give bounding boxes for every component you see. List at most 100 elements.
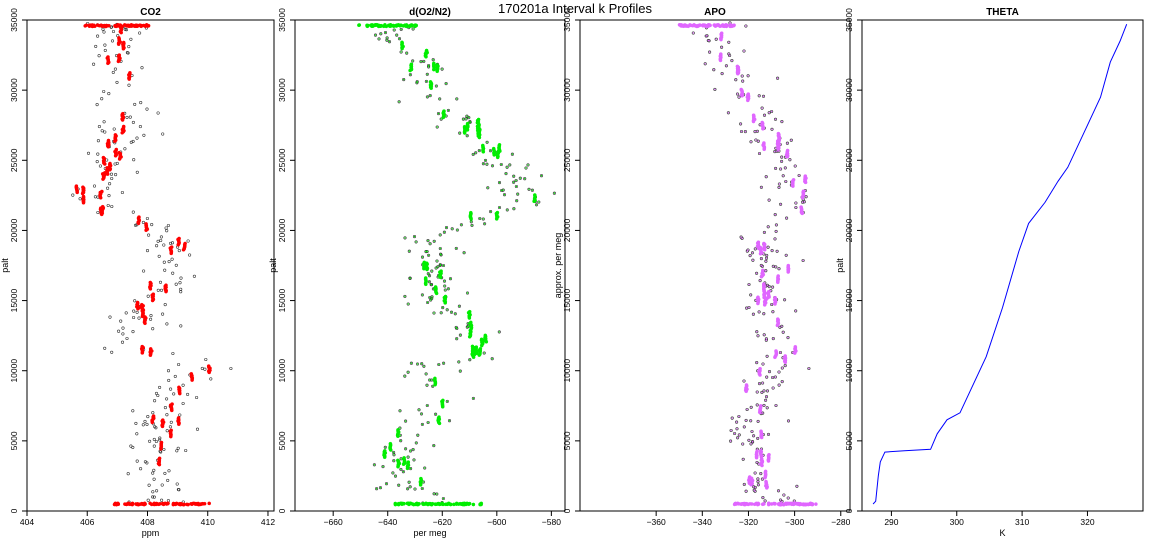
data-point-fill: [534, 200, 536, 203]
data-point: [432, 311, 436, 315]
data-point-fill: [758, 152, 761, 155]
data-point-fill: [707, 39, 709, 42]
data-point-fill: [386, 37, 388, 39]
data-point-fill: [802, 211, 804, 214]
data-point-fill: [765, 285, 767, 287]
data-point: [413, 487, 417, 491]
data-point: [121, 111, 125, 116]
data-point-fill: [436, 126, 438, 128]
data-point: [162, 447, 166, 452]
data-point-fill: [392, 451, 395, 454]
data-point: [491, 146, 496, 151]
x-tick-label: 406: [80, 517, 94, 527]
data-point: [771, 375, 775, 380]
data-point: [158, 280, 163, 284]
data-point-fill: [766, 284, 769, 286]
y-tick-label: 15000: [844, 288, 854, 312]
data-point: [465, 291, 470, 295]
data-point-fill: [729, 22, 731, 24]
data-point-fill: [751, 252, 754, 254]
data-point-fill: [743, 50, 745, 52]
data-point: [133, 102, 137, 106]
data-point: [746, 92, 751, 96]
data-point-fill: [795, 206, 797, 209]
data-point: [229, 366, 233, 371]
data-point: [384, 482, 389, 486]
data-point: [106, 138, 111, 143]
data-point: [407, 480, 411, 484]
data-point: [764, 256, 769, 260]
data-point: [760, 502, 765, 507]
data-point: [414, 441, 418, 445]
data-point-fill: [782, 331, 784, 333]
data-point: [759, 185, 763, 189]
data-point-fill: [742, 80, 744, 82]
data-point: [468, 358, 472, 362]
data-point: [433, 502, 438, 507]
data-point: [804, 195, 808, 199]
data-point-fill: [420, 60, 422, 63]
data-point-fill: [482, 163, 485, 165]
data-point-fill: [771, 376, 774, 379]
data-point: [445, 308, 449, 312]
data-point: [141, 423, 145, 427]
y-tick-label: 10000: [277, 359, 287, 383]
data-point: [178, 281, 182, 285]
data-point: [166, 223, 170, 228]
data-point: [131, 120, 135, 124]
data-point: [777, 383, 781, 387]
data-point-fill: [450, 311, 453, 313]
data-point: [406, 302, 410, 306]
data-point: [751, 258, 755, 262]
data-point: [96, 210, 100, 215]
data-point: [387, 40, 392, 44]
data-point-fill: [770, 290, 772, 292]
data-point-fill: [553, 192, 556, 194]
data-point: [764, 259, 768, 263]
panel-title: CO2: [140, 7, 161, 18]
data-point-fill: [444, 289, 446, 291]
data-point: [766, 225, 770, 229]
data-point-fill: [429, 299, 432, 301]
data-point: [383, 31, 388, 35]
data-point: [777, 370, 781, 374]
data-point: [771, 285, 775, 289]
data-point-fill: [478, 130, 480, 133]
data-point-fill: [736, 428, 738, 430]
data-point: [148, 280, 153, 285]
data-point-fill: [759, 124, 761, 126]
data-point: [155, 489, 159, 493]
data-point: [106, 55, 110, 59]
data-point-fill: [441, 501, 443, 504]
data-point: [132, 24, 137, 29]
data-point: [144, 222, 148, 226]
data-point: [102, 120, 106, 124]
data-point-fill: [762, 433, 764, 436]
data-point-fill: [781, 500, 783, 503]
data-point-fill: [466, 326, 468, 328]
data-point: [163, 268, 167, 272]
data-point: [81, 185, 85, 189]
data-point: [526, 163, 530, 167]
data-point: [153, 425, 157, 429]
data-point: [455, 228, 459, 232]
data-point: [125, 502, 130, 506]
data-point: [169, 245, 174, 249]
data-point-fill: [766, 407, 768, 409]
data-point-fill: [498, 181, 501, 184]
data-point: [502, 193, 507, 197]
data-point: [814, 502, 818, 506]
data-point: [137, 316, 141, 320]
data-point-fill: [425, 80, 428, 83]
data-point: [537, 200, 541, 204]
data-point: [440, 501, 445, 506]
data-point: [747, 305, 751, 310]
data-point: [146, 294, 150, 298]
data-point-fill: [765, 338, 768, 340]
data-point: [807, 366, 811, 371]
data-point-fill: [441, 68, 443, 70]
data-point: [175, 449, 179, 453]
data-point-fill: [491, 358, 493, 360]
data-point: [703, 62, 707, 66]
data-point-fill: [728, 41, 730, 43]
